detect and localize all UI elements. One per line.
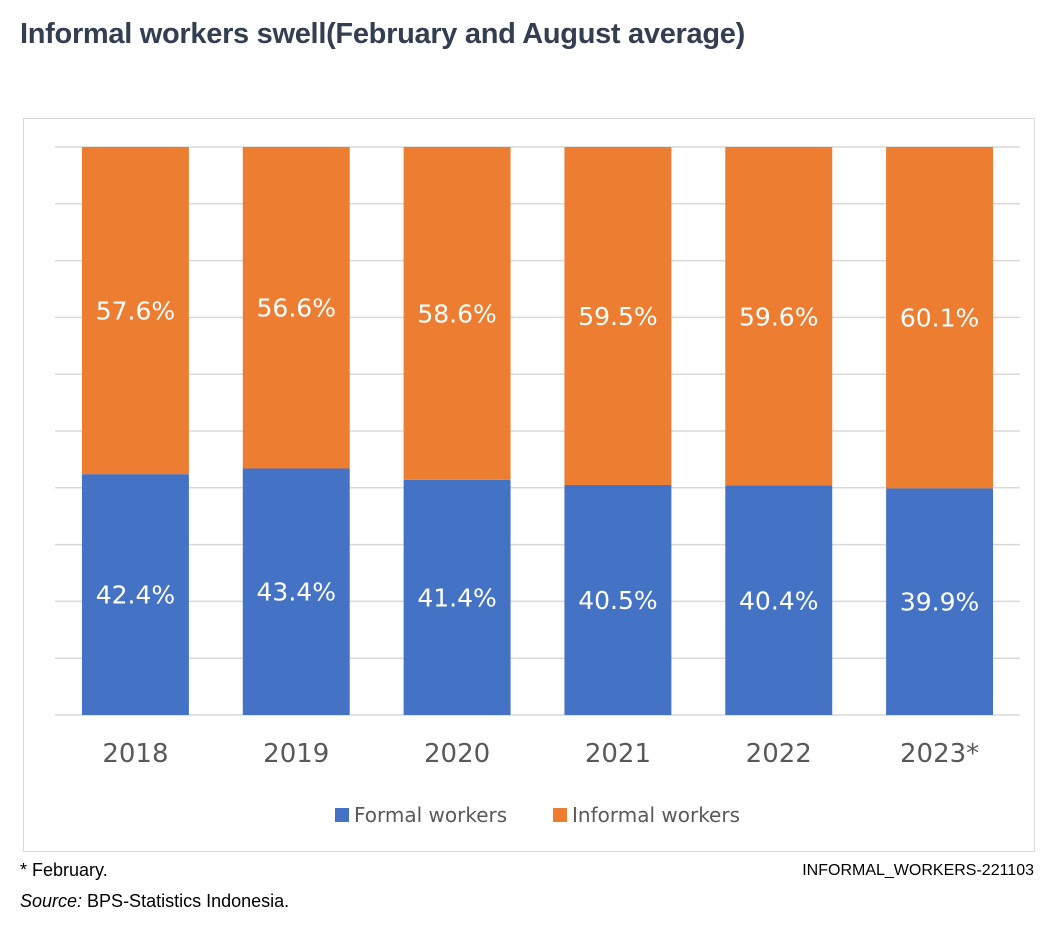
data-label: 58.6% — [417, 299, 496, 328]
x-tick-label: 2018 — [102, 739, 168, 769]
legend-swatch-formal — [335, 808, 349, 822]
bar-informal-2020 — [403, 147, 511, 480]
bar-formal-2019 — [242, 468, 350, 715]
source-note: Source: BPS-Statistics Indonesia. — [20, 891, 289, 912]
data-label: 40.5% — [578, 586, 657, 615]
data-label: 39.9% — [900, 588, 979, 617]
data-label: 57.6% — [96, 297, 175, 326]
bar-formal-2023* — [886, 488, 994, 715]
chart-frame — [23, 118, 1035, 852]
data-label: 59.6% — [739, 302, 818, 331]
data-label: 43.4% — [257, 578, 336, 607]
x-tick-label: 2019 — [263, 739, 329, 769]
x-tick-label: 2022 — [746, 739, 812, 769]
bar-informal-2021 — [564, 147, 672, 485]
data-label: 40.4% — [739, 586, 818, 615]
bar-formal-2022 — [725, 485, 833, 715]
source-label: Source: — [20, 891, 83, 911]
chart-code: INFORMAL_WORKERS-221103 — [802, 862, 1034, 879]
data-labels: 42.4% 57.6% 43.4% 56.6% 41.4% 58.6% 40.5% 59.5%… — [96, 294, 980, 617]
gridlines — [55, 146, 1020, 716]
source-text: BPS-Statistics Indonesia. — [82, 891, 290, 911]
bar-informal-2019 — [242, 147, 350, 469]
data-label: 56.6% — [257, 294, 336, 323]
bars — [81, 147, 994, 715]
chart-title: Informal workers swell(February and Augu… — [20, 18, 745, 50]
bar-informal-2018 — [81, 147, 189, 475]
x-tick-label: 2020 — [424, 739, 490, 769]
data-label: 59.5% — [578, 302, 657, 331]
bar-formal-2018 — [81, 474, 189, 715]
bar-informal-2022 — [725, 147, 833, 486]
footnote: * February. — [20, 860, 108, 880]
x-tick-label: 2023* — [900, 739, 979, 769]
x-tick-labels: 2018 2019 2020 2021 2022 2023* — [102, 739, 979, 769]
legend: Formal workers Informal workers — [335, 803, 740, 827]
legend-label: Informal workers — [572, 803, 740, 827]
data-label: 42.4% — [96, 581, 175, 610]
data-label: 60.1% — [900, 304, 979, 333]
bar-formal-2020 — [403, 479, 511, 715]
bar-formal-2021 — [564, 484, 672, 715]
data-label: 41.4% — [417, 583, 496, 612]
legend-swatch-informal — [553, 808, 567, 822]
bar-informal-2023* — [886, 147, 994, 489]
x-tick-label: 2021 — [585, 739, 651, 769]
legend-label: Formal workers — [354, 803, 507, 827]
